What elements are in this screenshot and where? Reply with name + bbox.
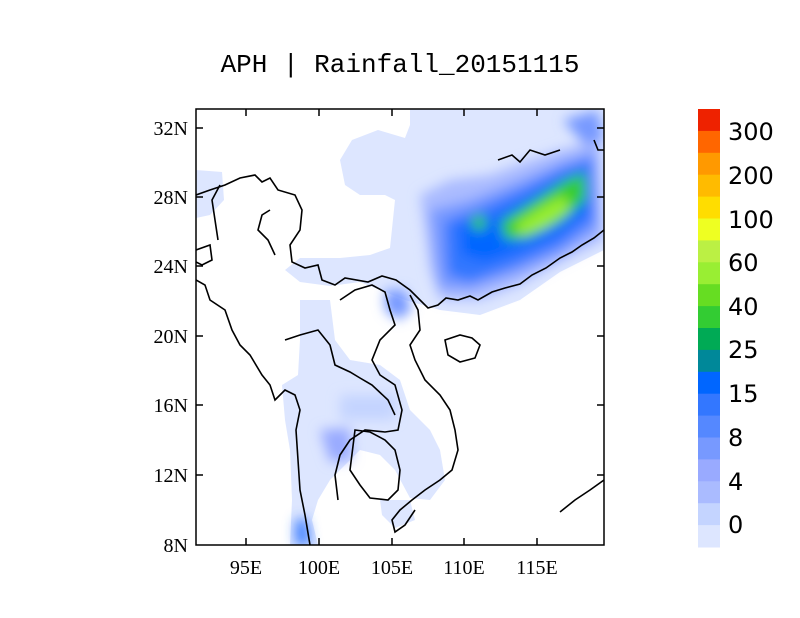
colorbar-label: 8 bbox=[728, 424, 743, 452]
colorbar-swatch bbox=[698, 525, 720, 548]
colorbar-swatch bbox=[698, 393, 720, 417]
y-tick-label: 32N bbox=[154, 118, 188, 140]
x-tick-label: 100E bbox=[298, 557, 340, 579]
y-tick-label: 16N bbox=[154, 395, 188, 417]
colorbar-swatch bbox=[698, 306, 720, 329]
colorbar-swatch bbox=[698, 174, 720, 198]
rainfall-field bbox=[196, 109, 604, 545]
heavy-rain-contours bbox=[296, 110, 604, 545]
y-tick-label: 20N bbox=[154, 326, 188, 348]
colorbar-label: 15 bbox=[728, 380, 759, 408]
axis-ticks bbox=[196, 109, 604, 545]
colorbar-label: 200 bbox=[728, 162, 774, 190]
y-tick-label: 12N bbox=[154, 465, 188, 487]
x-tick-label: 110E bbox=[443, 557, 484, 579]
y-tick-label: 24N bbox=[154, 256, 188, 278]
colorbar-swatch bbox=[698, 218, 720, 241]
map-frame bbox=[195, 108, 605, 546]
y-tick-label: 8N bbox=[164, 535, 188, 557]
colorbar-swatch bbox=[698, 328, 720, 351]
colorbar-label: 0 bbox=[728, 511, 743, 539]
y-tick-label: 28N bbox=[154, 187, 188, 209]
colorbar-swatch bbox=[698, 152, 720, 176]
colorbar-label: 40 bbox=[728, 293, 759, 321]
colorbar-swatch bbox=[698, 437, 720, 460]
colorbar-swatch bbox=[698, 481, 720, 504]
colorbar-swatch bbox=[698, 415, 720, 438]
colorbar-swatch bbox=[698, 371, 720, 395]
x-tick-label: 115E bbox=[516, 557, 557, 579]
colorbar-label: 4 bbox=[728, 468, 743, 496]
colorbar-labels: 300 200 100 60 40 25 15 8 4 0 bbox=[728, 118, 774, 539]
x-tick-label: 105E bbox=[371, 557, 413, 579]
colorbar bbox=[698, 109, 720, 548]
colorbar-swatch bbox=[698, 196, 720, 219]
colorbar-swatch bbox=[698, 109, 720, 132]
coastlines bbox=[196, 139, 604, 545]
colorbar-swatch bbox=[698, 284, 720, 307]
colorbar-swatch bbox=[698, 240, 720, 263]
y-axis-labels: 32N 28N 24N 20N 16N 12N 8N bbox=[154, 118, 188, 557]
colorbar-label: 25 bbox=[728, 336, 759, 364]
x-tick-label: 95E bbox=[230, 557, 262, 579]
colorbar-label: 60 bbox=[728, 249, 759, 277]
colorbar-label: 300 bbox=[728, 118, 774, 146]
colorbar-swatch bbox=[698, 130, 720, 154]
colorbar-swatch bbox=[698, 459, 720, 482]
colorbar-swatch bbox=[698, 262, 720, 285]
colorbar-swatch bbox=[698, 503, 720, 526]
map-title: APH | Rainfall_20151115 bbox=[220, 50, 580, 80]
colorbar-swatch bbox=[698, 349, 720, 373]
x-axis-labels: 95E 100E 105E 110E 115E bbox=[230, 557, 558, 579]
colorbar-label: 100 bbox=[728, 206, 774, 234]
